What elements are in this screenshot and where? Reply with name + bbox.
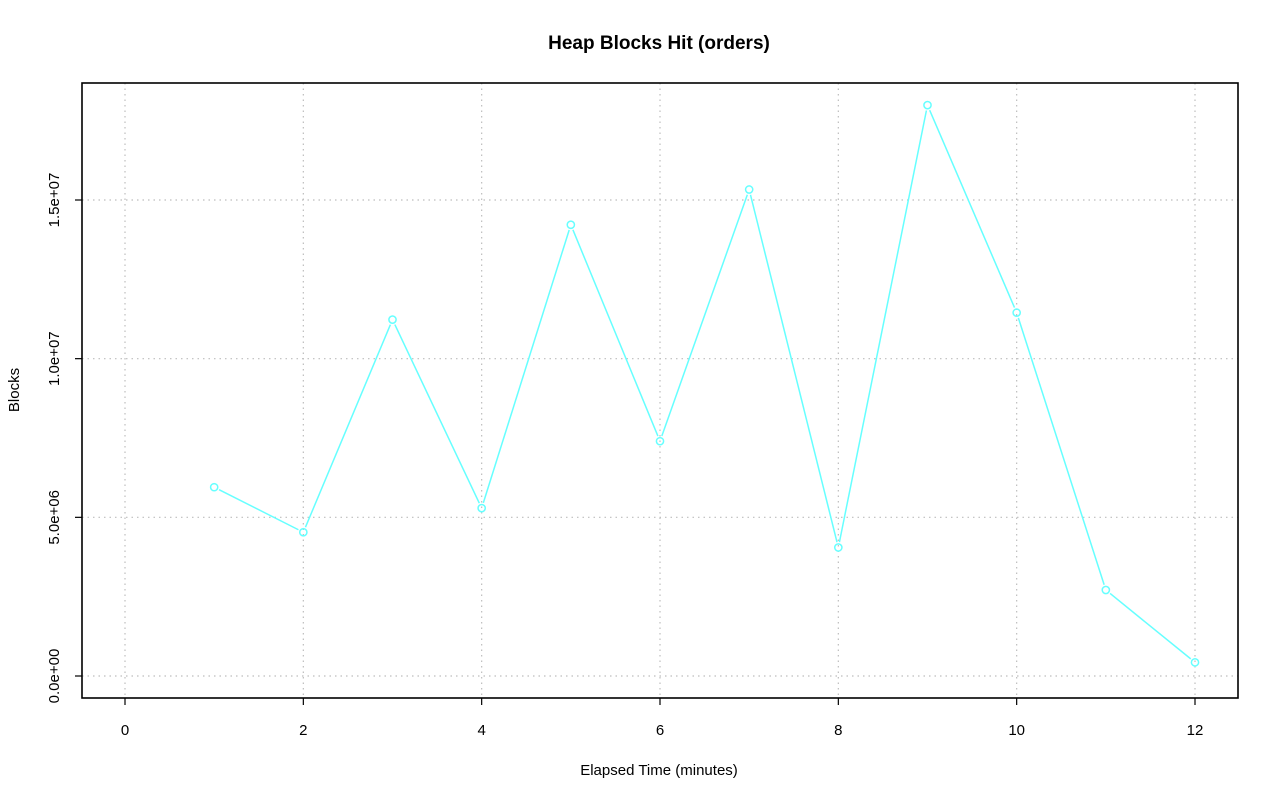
series-line-segment bbox=[838, 110, 928, 543]
data-point bbox=[298, 527, 308, 537]
x-tick-label: 10 bbox=[1008, 722, 1025, 739]
series-line-segment bbox=[1109, 592, 1192, 660]
data-point bbox=[1012, 308, 1022, 318]
y-axis-label: Blocks bbox=[6, 368, 23, 412]
x-tick-label: 6 bbox=[656, 722, 664, 739]
series-layer bbox=[209, 100, 1200, 667]
series-line-segment bbox=[928, 109, 1016, 308]
y-tick-label: 5.0e+06 bbox=[46, 490, 63, 545]
data-point bbox=[477, 503, 487, 513]
y-tick-label: 0.0e+00 bbox=[46, 649, 63, 704]
data-point bbox=[655, 436, 665, 446]
y-tick-label: 1.0e+07 bbox=[46, 331, 63, 386]
x-tick-label: 0 bbox=[121, 722, 129, 739]
data-point bbox=[1101, 585, 1111, 595]
tick-layer: 0 2 4 6 8 10 12 0.0e+00 5.0e+06 1.0e+07 1.5e+07 bbox=[46, 173, 1203, 739]
chart-title: Heap Blocks Hit (orders) bbox=[548, 33, 770, 54]
series-line-segment bbox=[394, 324, 480, 504]
x-tick-label: 4 bbox=[477, 722, 485, 739]
x-tick-label: 12 bbox=[1187, 722, 1204, 739]
series-line-segment bbox=[749, 194, 838, 543]
data-point bbox=[923, 100, 932, 110]
data-point bbox=[566, 220, 576, 230]
series-line-segment bbox=[482, 229, 570, 504]
data-point bbox=[833, 543, 843, 552]
data-point bbox=[744, 185, 754, 194]
data-point bbox=[1190, 658, 1200, 667]
y-tick-label: 1.5e+07 bbox=[46, 173, 63, 228]
series-line-segment bbox=[661, 194, 749, 437]
series-line-segment bbox=[1017, 317, 1105, 585]
grid-layer bbox=[82, 83, 1238, 698]
x-tick-label: 8 bbox=[834, 722, 842, 739]
data-point bbox=[388, 315, 397, 324]
x-tick-label: 2 bbox=[299, 722, 307, 739]
series-line-segment bbox=[304, 324, 392, 528]
series-line-segment bbox=[218, 488, 299, 531]
data-point bbox=[209, 482, 219, 492]
series-line-segment bbox=[572, 229, 659, 437]
x-axis-label: Elapsed Time (minutes) bbox=[580, 762, 738, 779]
